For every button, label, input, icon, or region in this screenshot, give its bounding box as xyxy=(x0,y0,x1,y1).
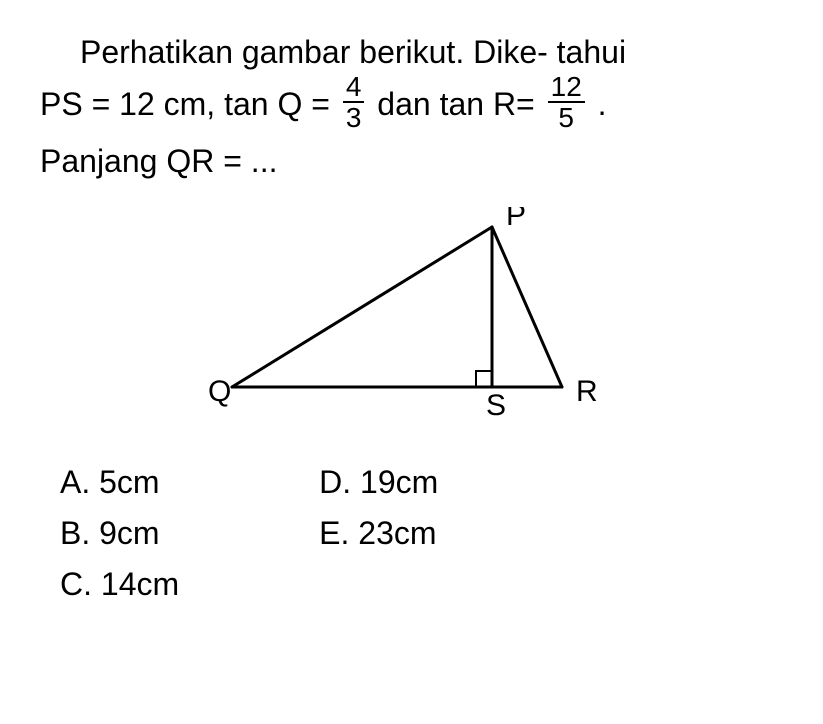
frac1-den: 3 xyxy=(343,103,365,132)
problem-line-1: Perhatikan gambar berikut. Dike- tahui xyxy=(40,28,783,76)
answer-choices: A. 5cmB. 9cmC. 14cm D. 19cmE. 23cm xyxy=(40,457,783,611)
problem-text: Perhatikan gambar berikut. Dike- tahui P… xyxy=(40,28,783,185)
right-angle-marker xyxy=(476,371,492,387)
choice-column-2: D. 19cmE. 23cm xyxy=(319,457,438,611)
line2-part3: . xyxy=(589,86,607,122)
frac2-den: 5 xyxy=(548,103,585,132)
line2-part2: dan tan R= xyxy=(368,86,543,122)
edge-P-R xyxy=(492,227,562,387)
frac1-num: 4 xyxy=(343,72,365,103)
vertex-label-P: P xyxy=(506,207,526,232)
choice-B: B. 9cm xyxy=(60,508,179,559)
triangle-diagram: Q S R P xyxy=(202,207,622,427)
frac2-num: 12 xyxy=(548,72,585,103)
fraction-1: 43 xyxy=(343,72,365,133)
problem-line-3: Panjang QR = ... xyxy=(40,137,783,185)
fraction-2: 125 xyxy=(548,72,585,133)
diagram-container: Q S R P xyxy=(40,207,783,427)
choice-E: E. 23cm xyxy=(319,508,438,559)
choice-D: D. 19cm xyxy=(319,457,438,508)
vertex-label-Q: Q xyxy=(208,375,231,408)
choice-A: A. 5cm xyxy=(60,457,179,508)
vertex-label-R: R xyxy=(576,375,598,408)
line2-part1: PS = 12 cm, tan Q = xyxy=(40,86,339,122)
choice-column-1: A. 5cmB. 9cmC. 14cm xyxy=(60,457,179,611)
choice-C: C. 14cm xyxy=(60,559,179,610)
vertex-label-S: S xyxy=(486,389,506,422)
edge-Q-P xyxy=(232,227,492,387)
problem-line-2: PS = 12 cm, tan Q = 43 dan tan R= 125 . xyxy=(40,76,783,137)
